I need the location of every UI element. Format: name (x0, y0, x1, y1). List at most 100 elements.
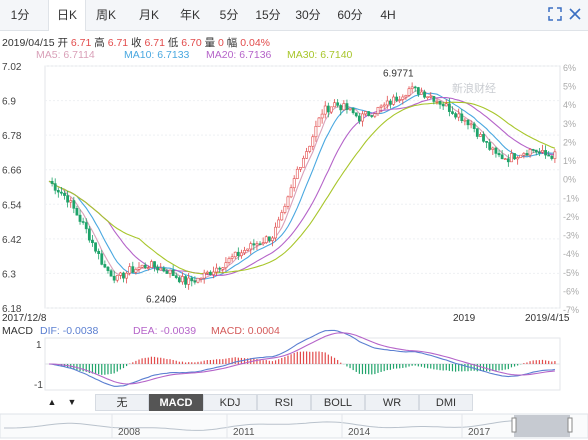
tab-2[interactable]: 周K (95, 8, 116, 22)
tab-1[interactable]: 日K (48, 0, 86, 31)
y-tick-label: 6.9 (2, 97, 16, 108)
tab-6[interactable]: 15分 (255, 8, 281, 22)
candle-body (94, 242, 97, 252)
candle-body (181, 276, 184, 283)
arrow-down-icon[interactable]: ▼ (67, 397, 77, 407)
candle-body (150, 261, 153, 268)
arrow-up-icon[interactable]: ▲ (47, 397, 57, 407)
indicator-tab-1[interactable]: MACD (149, 394, 203, 411)
candle-body (286, 196, 290, 207)
candle-body (184, 276, 187, 285)
period-tab-bar: 1分 日K 周K 月K 年K 5分 15分 30分 60分 4H (0, 0, 588, 31)
tab-8[interactable]: 60分 (337, 8, 363, 22)
low-annotation: 6.2409 (146, 294, 177, 305)
candle-body (485, 141, 489, 143)
candle-body (308, 145, 312, 152)
candle-body (404, 95, 408, 98)
y-tick-label: 6.42 (2, 235, 22, 246)
candle-body (72, 200, 76, 209)
candle-body (280, 212, 284, 221)
tab-7[interactable]: 30分 (295, 8, 321, 22)
candle-body (317, 117, 321, 127)
candle-body (435, 100, 439, 103)
macd-title: MACD (2, 325, 33, 337)
candle-body (205, 271, 209, 274)
candle-body (497, 153, 501, 156)
candle-body (351, 107, 355, 114)
candle-body (447, 103, 451, 112)
candle-body (212, 271, 215, 275)
y-tick-pct-label: 2% (563, 137, 576, 147)
indicator-tab-3[interactable]: RSI (257, 394, 311, 411)
navigator-line (4, 420, 515, 431)
candle-body (227, 258, 231, 263)
y-tick-label: 6.3 (2, 269, 16, 280)
chg-value: 0.04% (240, 37, 270, 49)
candle-body (134, 269, 138, 273)
indicator-tab-bar: ▲ ▼ 无 MACD KDJ RSI BOLL WR DMI (0, 394, 588, 412)
high-label: 高 (94, 37, 105, 49)
candle-body (469, 123, 473, 126)
candle-body (401, 96, 405, 100)
watermark: 新浪财经 (452, 81, 496, 95)
candle-body (463, 119, 467, 122)
candle-body (146, 267, 150, 269)
fullscreen-icon[interactable] (548, 7, 562, 21)
candle-body (537, 151, 541, 154)
candle-body (289, 187, 293, 198)
candle-body (531, 149, 535, 151)
candle-body (252, 243, 256, 246)
candle-body (503, 158, 507, 160)
candle-body (66, 195, 70, 203)
candle-body (112, 275, 116, 281)
candle-body (249, 243, 253, 250)
candle-body (84, 222, 88, 230)
indicator-tab-2[interactable]: KDJ (203, 394, 257, 411)
candle-body (246, 248, 250, 251)
ma5-label: MA5: 6.7114 (36, 49, 95, 61)
candle-body (510, 153, 513, 163)
candle-body (392, 96, 395, 105)
candle-body (451, 111, 454, 114)
tab-4[interactable]: 年K (179, 8, 200, 22)
candle-body (516, 157, 520, 160)
indicator-tab-4[interactable]: BOLL (311, 394, 365, 411)
quote-date: 2019/04/15 (2, 37, 55, 49)
indicator-tab-5[interactable]: WR (365, 394, 419, 411)
y-tick-label: 6.18 (2, 304, 22, 315)
indicator-tab-6[interactable]: DMI (419, 394, 473, 411)
candle-body (525, 153, 529, 156)
candle-body (364, 111, 367, 115)
candle-body (460, 113, 464, 122)
tab-3[interactable]: 月K (138, 8, 159, 22)
close-icon[interactable] (568, 7, 582, 21)
candle-body (277, 219, 281, 228)
candle-body (159, 267, 163, 271)
candle-body (53, 183, 57, 191)
tab-9[interactable]: 4H (380, 8, 396, 22)
candle-body (69, 200, 73, 203)
candle-body (311, 136, 315, 147)
high-annotation: 6.9771 (383, 68, 414, 79)
macd-dea-label: DEA: -0.0039 (133, 325, 196, 337)
candle-body (193, 280, 197, 283)
candle-body (60, 191, 63, 194)
candle-body (302, 157, 305, 168)
candle-body (97, 250, 101, 254)
close-label: 收 (131, 37, 142, 49)
navigator-year-label: 2014 (348, 427, 371, 438)
tab-0[interactable]: 1分 (10, 8, 30, 22)
candle-body (423, 91, 426, 98)
close-value: 6.71 (144, 37, 165, 49)
candle-body (336, 102, 340, 106)
indicator-tab-0[interactable]: 无 (95, 394, 149, 411)
y-tick-pct-label: 6% (563, 63, 576, 73)
candle-body (261, 242, 265, 245)
candle-body (376, 107, 380, 114)
candle-body (202, 272, 206, 279)
candle-body (75, 208, 79, 216)
candle-body (407, 88, 411, 96)
tab-5[interactable]: 5分 (219, 8, 239, 22)
candle-body (63, 192, 66, 196)
